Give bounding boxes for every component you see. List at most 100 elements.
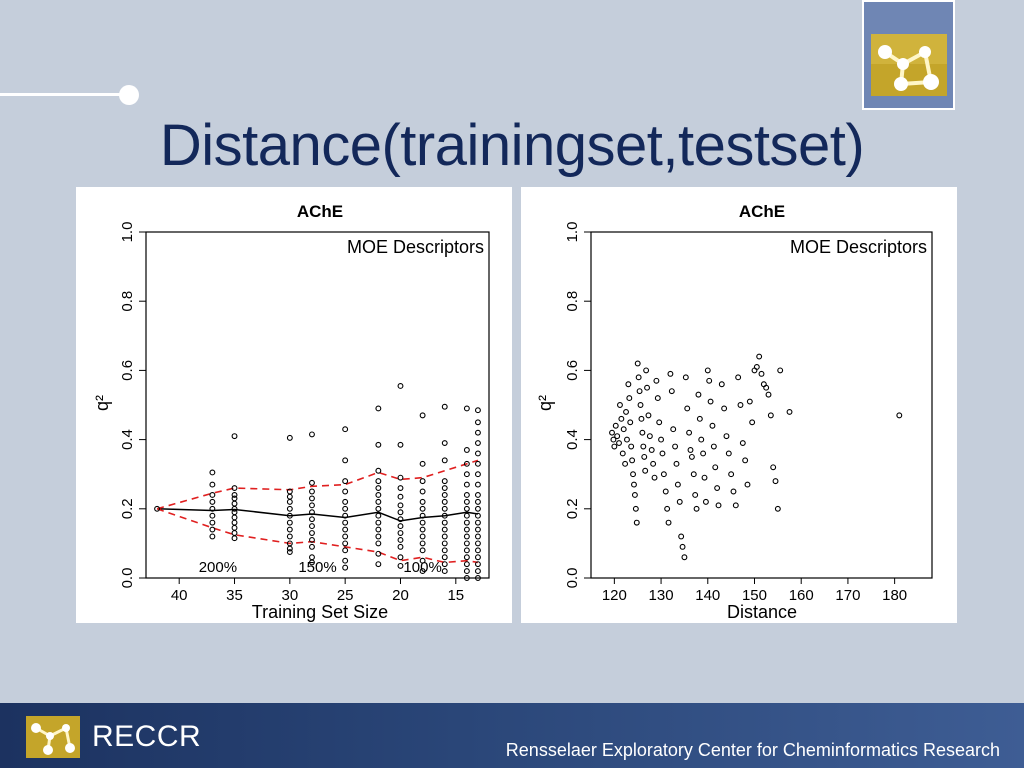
data-point <box>441 554 448 561</box>
data-point <box>629 457 636 464</box>
data-point <box>463 533 470 540</box>
data-point <box>739 440 746 447</box>
x-tick-label: 140 <box>695 587 720 604</box>
data-point <box>718 381 725 388</box>
data-point <box>721 405 728 412</box>
data-point <box>231 492 238 498</box>
data-point <box>650 460 657 467</box>
data-point <box>474 498 481 505</box>
x-tick-label: 160 <box>789 587 814 604</box>
data-point <box>474 440 481 447</box>
data-point <box>651 474 658 481</box>
data-point <box>637 402 644 408</box>
data-point <box>286 434 293 441</box>
data-point <box>767 412 774 419</box>
data-point <box>463 575 470 581</box>
left-chart-panel: AChE MOE Descriptors Training Set Size q… <box>76 187 512 623</box>
data-point <box>441 547 448 554</box>
data-point <box>463 540 470 547</box>
data-point <box>698 436 705 443</box>
data-point <box>231 433 238 440</box>
data-point <box>375 519 382 526</box>
data-point <box>286 549 293 555</box>
data-point <box>702 498 709 505</box>
data-point <box>687 447 694 453</box>
data-point <box>342 512 349 519</box>
data-point <box>765 391 772 398</box>
data-point <box>679 543 686 550</box>
x-tick-label: 25 <box>337 587 354 604</box>
x-axis-label: Training Set Size <box>252 602 388 622</box>
data-point <box>441 519 448 526</box>
data-point <box>286 498 293 505</box>
data-point <box>375 512 382 519</box>
data-point <box>673 460 680 467</box>
right-chart-panel: AChE MOE Descriptors Distance q² 0.0 0.2 0… <box>521 187 957 623</box>
data-point <box>231 519 238 526</box>
y-axis-label: q² <box>92 395 112 411</box>
molecule-logo-icon <box>871 34 947 96</box>
data-point <box>706 377 713 384</box>
data-point <box>154 505 161 512</box>
data-point <box>209 481 216 488</box>
data-point <box>772 478 779 485</box>
data-point <box>441 512 448 519</box>
footer-bar: RECCR Rensselaer Exploratory Center for … <box>0 703 1024 768</box>
x-tick-label: 130 <box>649 587 674 604</box>
data-point <box>627 419 634 426</box>
data-point <box>309 536 315 543</box>
data-point <box>474 526 481 533</box>
data-point <box>463 447 470 453</box>
data-point <box>342 498 349 505</box>
data-point <box>640 443 647 450</box>
data-point <box>609 429 615 436</box>
series-line-mean <box>157 508 479 522</box>
data-point <box>441 492 448 498</box>
data-point <box>342 557 349 564</box>
data-point <box>342 519 349 526</box>
data-point <box>665 519 672 526</box>
data-point <box>737 402 744 408</box>
data-point <box>701 474 708 481</box>
data-point <box>231 514 238 521</box>
data-point <box>641 453 648 460</box>
data-point <box>419 526 426 533</box>
data-point <box>474 540 481 547</box>
data-point <box>397 441 404 448</box>
data-point <box>667 370 674 377</box>
data-point <box>209 492 216 498</box>
data-point <box>309 431 315 438</box>
data-point <box>676 498 683 505</box>
data-point <box>309 523 315 530</box>
data-point <box>286 533 293 540</box>
data-point <box>397 383 404 389</box>
data-point <box>896 412 903 419</box>
data-point <box>620 426 627 433</box>
data-point <box>707 398 714 405</box>
data-point <box>715 502 722 509</box>
data-point <box>463 492 470 498</box>
data-point <box>628 443 635 450</box>
data-point <box>397 562 404 569</box>
data-point <box>474 419 481 426</box>
data-point <box>342 478 349 485</box>
y-tick-label: 0.2 <box>119 498 136 519</box>
x-tick-label: 120 <box>602 587 627 604</box>
data-point <box>463 547 470 554</box>
data-point <box>463 460 470 467</box>
data-point <box>209 505 216 512</box>
data-point <box>463 512 470 519</box>
data-point <box>633 519 640 526</box>
data-point <box>375 561 382 568</box>
y-tick-label: 0.4 <box>119 429 136 450</box>
data-point <box>286 493 293 500</box>
data-point <box>696 415 703 422</box>
data-point <box>419 498 426 505</box>
footer-brand: RECCR <box>92 720 202 753</box>
data-point <box>474 533 481 540</box>
data-point <box>664 505 671 512</box>
data-point <box>617 402 623 408</box>
data-point <box>441 403 448 410</box>
data-point <box>474 471 481 478</box>
data-point <box>693 505 700 512</box>
